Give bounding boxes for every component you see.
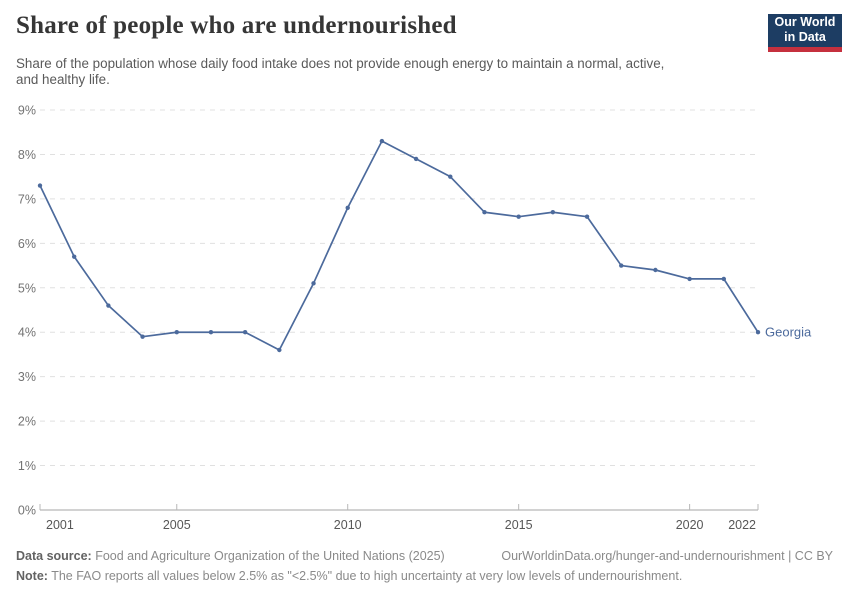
data-line [39,140,759,351]
data-point [755,330,761,335]
note-label: Note: [16,569,48,583]
data-point [413,156,419,162]
data-point [516,214,521,219]
y-tick-label: 6% [18,237,36,251]
page-title: Share of people who are undernourished [16,12,457,39]
data-point [448,174,453,179]
y-tick-label: 1% [18,459,36,473]
data-source: Data source: Food and Agriculture Organi… [16,546,445,566]
footer-source-row: Data source: Food and Agriculture Organi… [16,546,833,566]
data-point [619,263,624,268]
data-point [277,347,282,353]
y-tick-label: 9% [18,104,36,118]
chart-footer: Data source: Food and Agriculture Organi… [16,546,833,586]
y-tick-label: 3% [18,370,36,384]
y-tick-label: 7% [18,192,36,206]
attribution-link: OurWorldinData.org/hunger-and-undernouri… [501,549,833,563]
note-text: The FAO reports all values below 2.5% as… [47,569,683,583]
y-tick-label: 0% [18,504,36,518]
data-source-text: Food and Agriculture Organization of the… [91,549,445,563]
data-point [345,205,350,210]
line-chart: 0% 1% 2% 3% 4% 5% 6% 7% 8% 9% 2001 2005 2010 2015 2020… [18,104,812,533]
data-point [550,210,556,215]
subtitle-line: and healthy life. [16,72,110,87]
data-point [482,210,487,215]
chart-subtitle: Share of the population whose daily food… [16,56,664,88]
data-point [140,334,145,339]
data-source-label: Data source: [16,549,92,563]
x-tick-label: 2020 [676,518,704,532]
data-point [721,276,727,282]
owid-logo-line2: in Data [784,30,826,44]
x-tick-label: 2010 [334,518,362,532]
data-point [71,254,77,259]
data-point [242,330,248,335]
x-tick-label: 2001 [46,518,74,532]
data-point [208,330,214,335]
data-point [106,303,111,308]
y-tick-label: 2% [18,415,36,429]
footer-note-row: Note: The FAO reports all values below 2… [16,566,833,586]
y-tick-label: 4% [18,326,36,340]
data-point [174,330,179,335]
series-end-label: Georgia [765,325,812,340]
owid-logo: Our World in Data [768,14,842,52]
data-point [37,183,43,188]
data-point [379,138,385,144]
x-tick-label: 2005 [163,518,191,532]
data-point [311,281,316,286]
x-tick-label: 2015 [505,518,533,532]
x-tick-label: 2022 [728,518,756,532]
y-tick-label: 5% [18,281,36,295]
data-point [584,214,590,219]
owid-logo-line1: Our World [774,15,836,29]
subtitle-line: Share of the population whose daily food… [16,56,665,71]
y-tick-label: 8% [18,148,36,162]
data-point [687,276,692,282]
data-point [653,267,658,273]
